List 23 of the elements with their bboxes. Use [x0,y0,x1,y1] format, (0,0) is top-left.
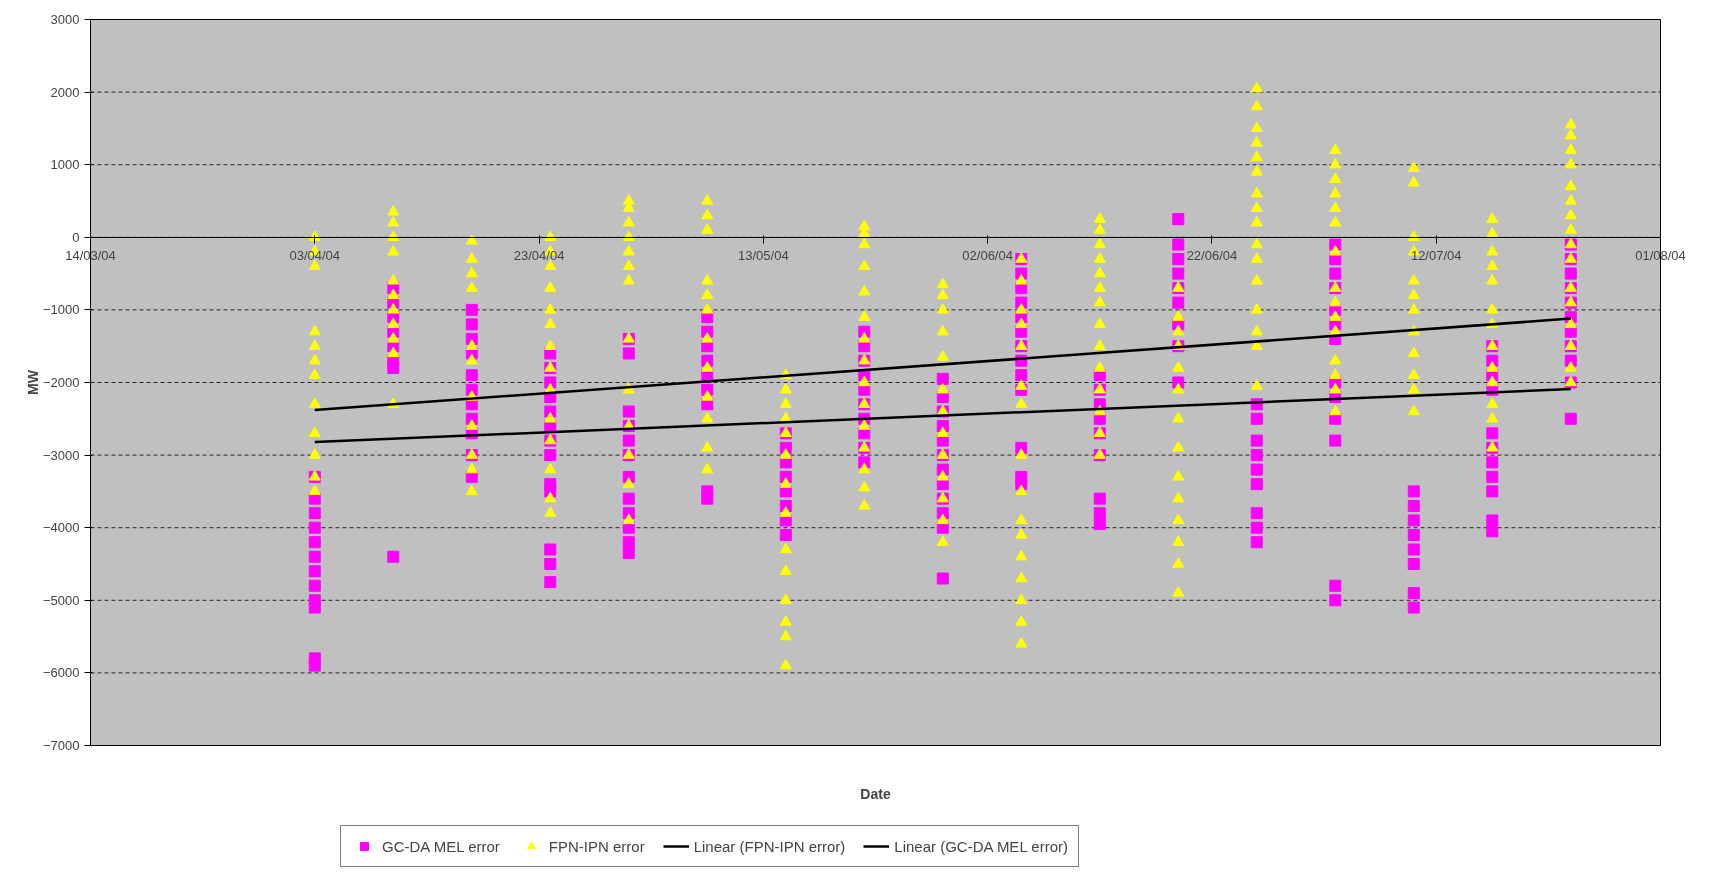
x-tick-label: 12/07/04 [1410,248,1462,264]
legend-label: GC-DA MEL error [382,837,500,855]
y-tick-label: −4000 [42,520,80,536]
y-tick-label: −1000 [42,302,80,318]
x-tick-label: 22/06/04 [1186,248,1238,264]
y-tick-label: 3000 [50,12,80,27]
legend-label: Linear (FPN-IPN error) [693,837,846,855]
y-tick-label: −2000 [42,375,80,390]
y-tick-label: 1000 [50,157,80,173]
legend-label: Linear (GC-DA MEL error) [894,837,1068,855]
x-tick-label: 13/05/04 [738,248,789,264]
y-tick-label: −6000 [42,665,80,681]
x-tick-label: 02/06/04 [962,248,1013,264]
y-tick-label: −5000 [42,592,80,608]
x-tick-label: 23/04/04 [513,248,565,264]
x-axis-title: Date [860,785,891,802]
x-tick-label: 03/04/04 [289,248,341,264]
y-tick-label: −7000 [42,738,80,753]
y-axis-title: MW [24,369,41,395]
y-tick-label: 2000 [50,84,80,100]
legend-label: FPN-IPN error [548,837,645,855]
y-tick-label: −3000 [42,447,80,463]
y-tick-label: 0 [72,229,80,245]
